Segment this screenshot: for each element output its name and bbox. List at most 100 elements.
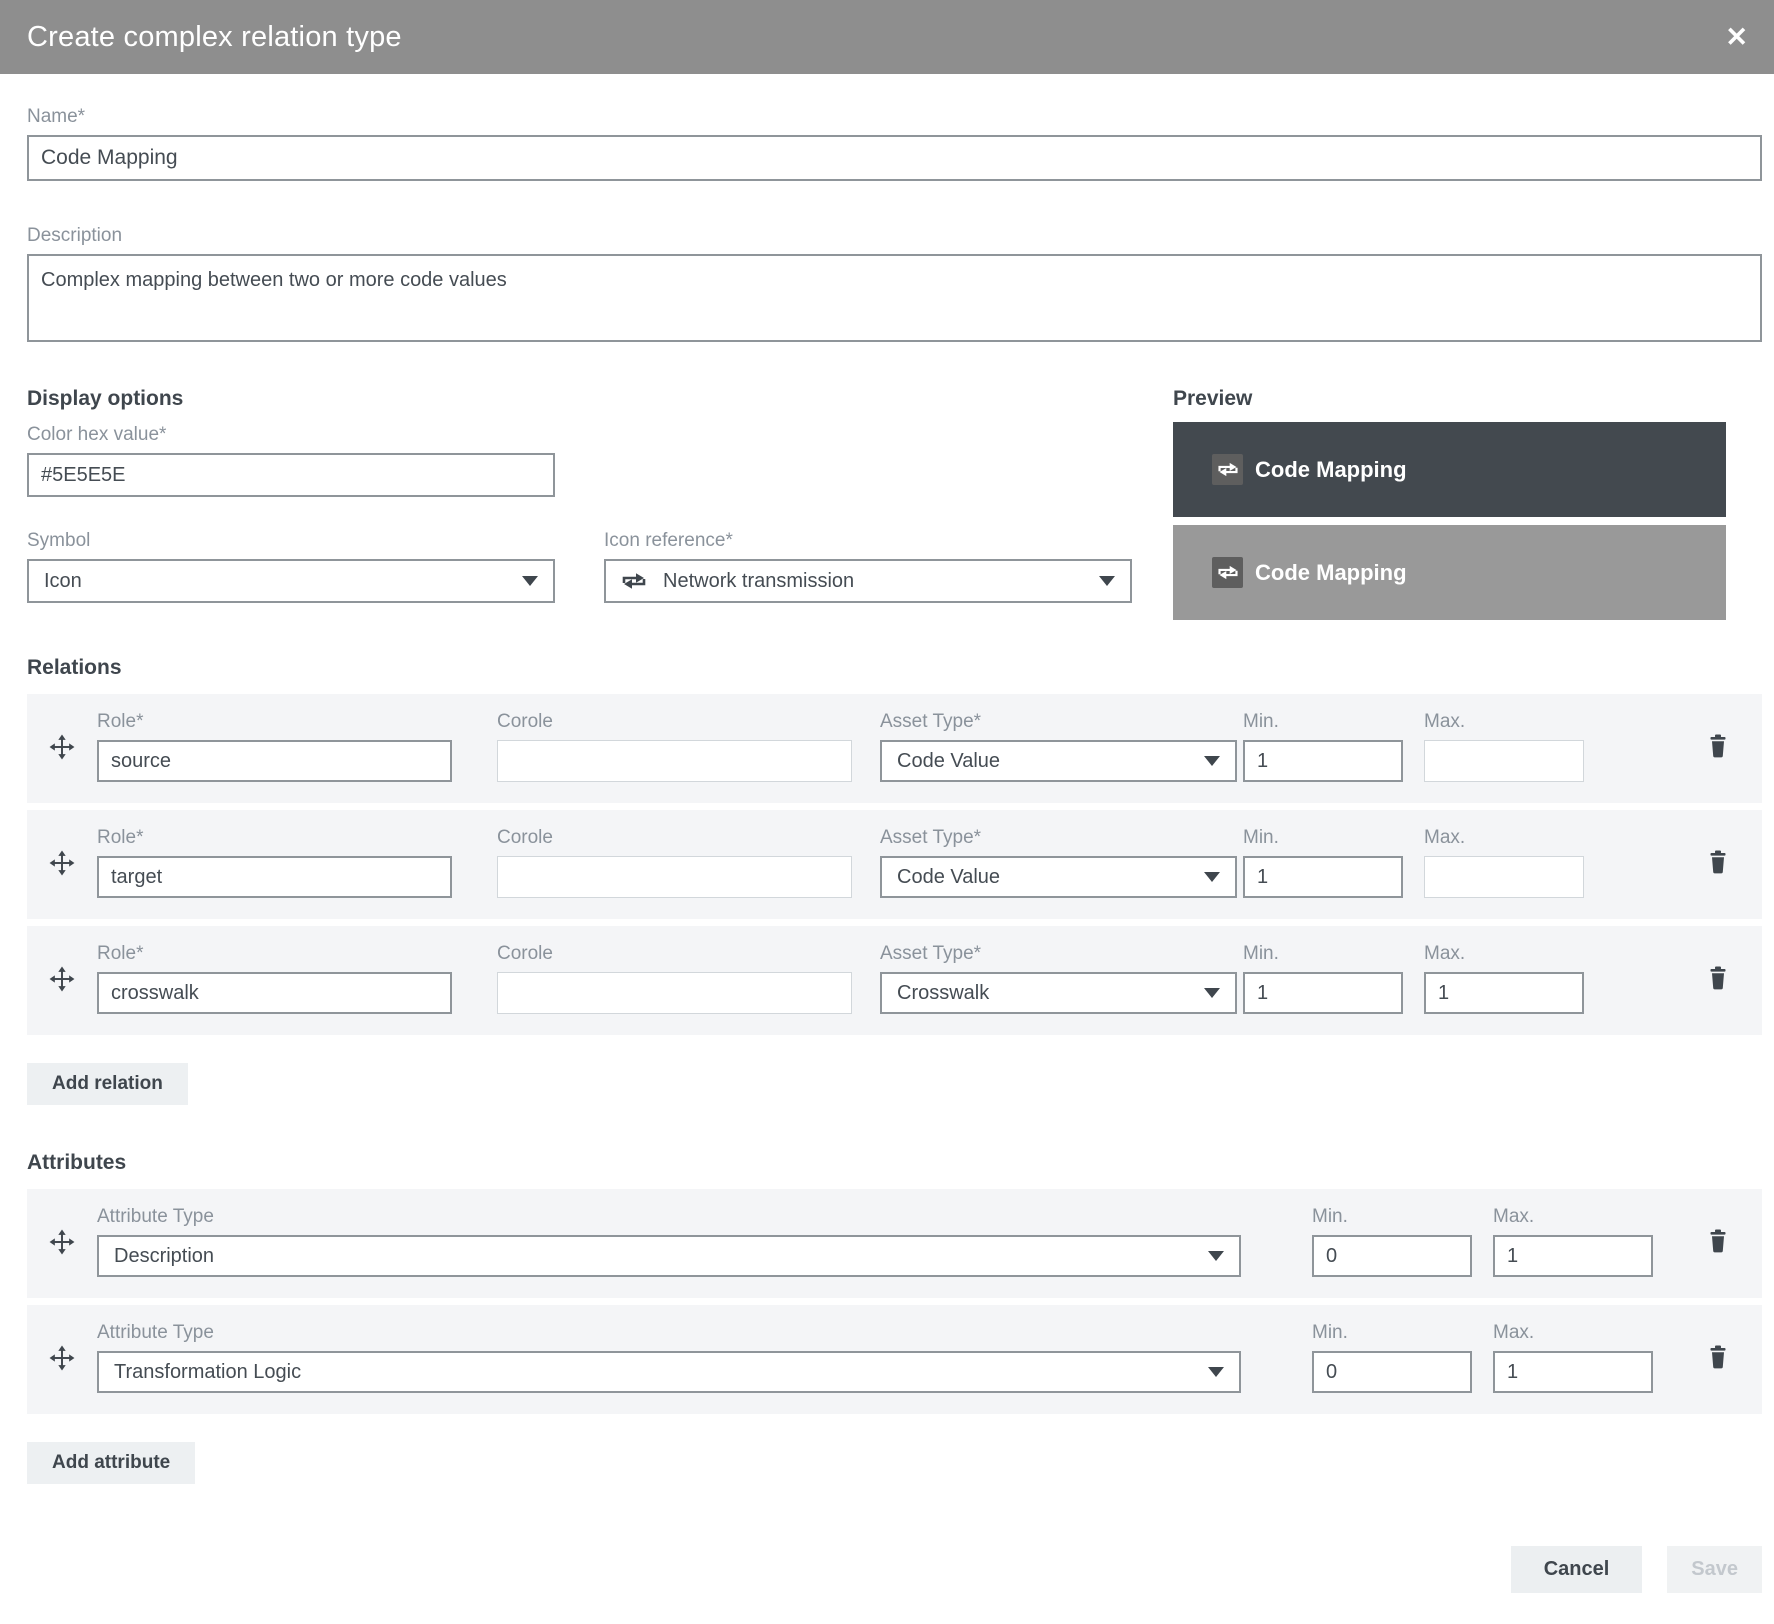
icon-reference-label: Icon reference* [604,530,733,551]
asset-type-select-value: Crosswalk [897,981,990,1004]
max-label: Max. [1424,943,1466,964]
delete-relation-button[interactable] [1704,730,1732,762]
save-button[interactable]: Save [1667,1546,1762,1593]
asset-type-select[interactable]: Crosswalk [880,972,1237,1014]
delete-attribute-button[interactable] [1704,1341,1732,1373]
close-button[interactable]: ✕ [1721,20,1752,55]
color-hex-field-group: Color hex value* [27,424,555,497]
network-transmission-icon [1217,565,1238,580]
preview-gray-swatch: Code Mapping [1173,525,1726,620]
corole-label: Corole [497,711,553,732]
relation-row: Role* Corole Asset Type* Code Value Min.… [27,694,1762,803]
color-hex-input[interactable] [27,453,555,497]
attribute-type-label: Attribute Type [97,1206,214,1227]
name-input[interactable] [27,135,1762,181]
dialog-footer: Cancel Save [27,1546,1762,1593]
chevron-down-icon [1099,576,1115,586]
role-input[interactable] [97,740,452,782]
min-label: Min. [1243,711,1279,732]
chevron-down-icon [1208,1251,1224,1261]
drag-handle[interactable] [45,1225,79,1259]
max-input[interactable] [1493,1351,1653,1393]
max-input[interactable] [1424,856,1584,898]
corole-input[interactable] [497,856,852,898]
min-label: Min. [1312,1322,1348,1343]
relation-row: Role* Corole Asset Type* Code Value Min.… [27,810,1762,919]
preview-column: Preview Code Mapping [1173,387,1726,620]
max-label: Max. [1424,827,1466,848]
drag-handle[interactable] [45,962,79,996]
trash-icon [1710,966,1726,990]
corole-input[interactable] [497,740,852,782]
icon-reference-field-group: Icon reference* Network transmission [604,530,1132,603]
attribute-row: Attribute Type Transformation Logic Min.… [27,1305,1762,1414]
preview-type-name: Code Mapping [1255,456,1407,482]
delete-relation-button[interactable] [1704,962,1732,994]
attribute-type-label: Attribute Type [97,1322,214,1343]
trash-icon [1710,734,1726,758]
attributes-list: Attribute Type Description Min. Max. [27,1189,1762,1414]
max-input[interactable] [1424,740,1584,782]
display-options-section: Display options Color hex value* Symbol … [27,387,1762,620]
asset-type-select-value: Code Value [897,749,1001,772]
asset-type-label: Asset Type* [880,943,982,964]
drag-handle[interactable] [45,1341,79,1375]
network-transmission-icon [1217,462,1238,477]
move-icon [49,734,75,759]
min-input[interactable] [1312,1351,1472,1393]
cancel-button[interactable]: Cancel [1510,1546,1643,1593]
color-hex-label: Color hex value* [27,424,167,445]
network-transmission-icon [622,573,646,589]
delete-attribute-button[interactable] [1704,1225,1732,1257]
min-label: Min. [1312,1206,1348,1227]
corole-input[interactable] [497,972,852,1014]
chevron-down-icon [1208,1367,1224,1377]
description-textarea[interactable]: Complex mapping between two or more code… [27,254,1762,342]
preview-icon-tile [1212,557,1243,588]
description-label: Description [27,225,123,246]
min-input[interactable] [1243,856,1403,898]
attribute-row: Attribute Type Description Min. Max. [27,1189,1762,1298]
max-input[interactable] [1424,972,1584,1014]
min-input[interactable] [1312,1235,1472,1277]
drag-handle[interactable] [45,730,79,764]
attribute-type-select-value: Transformation Logic [114,1360,302,1383]
max-input[interactable] [1493,1235,1653,1277]
min-label: Min. [1243,827,1279,848]
add-attribute-button[interactable]: Add attribute [27,1442,196,1484]
min-input[interactable] [1243,740,1403,782]
drag-handle[interactable] [45,846,79,880]
preview-heading: Preview [1173,387,1253,410]
symbol-field-group: Symbol Icon [27,530,555,603]
role-label: Role* [97,827,144,848]
delete-relation-button[interactable] [1704,846,1732,878]
symbol-select[interactable]: Icon [27,559,555,603]
add-relation-button[interactable]: Add relation [27,1063,188,1105]
symbol-label: Symbol [27,530,91,551]
dialog-header: Create complex relation type ✕ [0,0,1774,74]
icon-reference-select[interactable]: Network transmission [604,559,1132,603]
description-field-group: Description Complex mapping between two … [27,225,1762,347]
display-options-heading: Display options [27,387,184,410]
min-label: Min. [1243,943,1279,964]
max-label: Max. [1493,1206,1535,1227]
role-input[interactable] [97,972,452,1014]
preview-type-name: Code Mapping [1255,559,1407,585]
attribute-type-select[interactable]: Description [97,1235,1241,1277]
preview-icon-tile [1212,454,1243,485]
relations-list: Role* Corole Asset Type* Code Value Min.… [27,694,1762,1035]
move-icon [49,850,75,875]
name-label: Name* [27,106,86,127]
relation-row: Role* Corole Asset Type* Crosswalk Min. … [27,926,1762,1035]
min-input[interactable] [1243,972,1403,1014]
asset-type-select[interactable]: Code Value [880,856,1237,898]
symbol-select-value: Icon [44,569,82,592]
asset-type-select-value: Code Value [897,865,1001,888]
asset-type-select[interactable]: Code Value [880,740,1237,782]
role-input[interactable] [97,856,452,898]
trash-icon [1710,1345,1726,1369]
attributes-heading: Attributes [27,1151,127,1174]
attribute-type-select[interactable]: Transformation Logic [97,1351,1241,1393]
move-icon [49,1345,75,1370]
